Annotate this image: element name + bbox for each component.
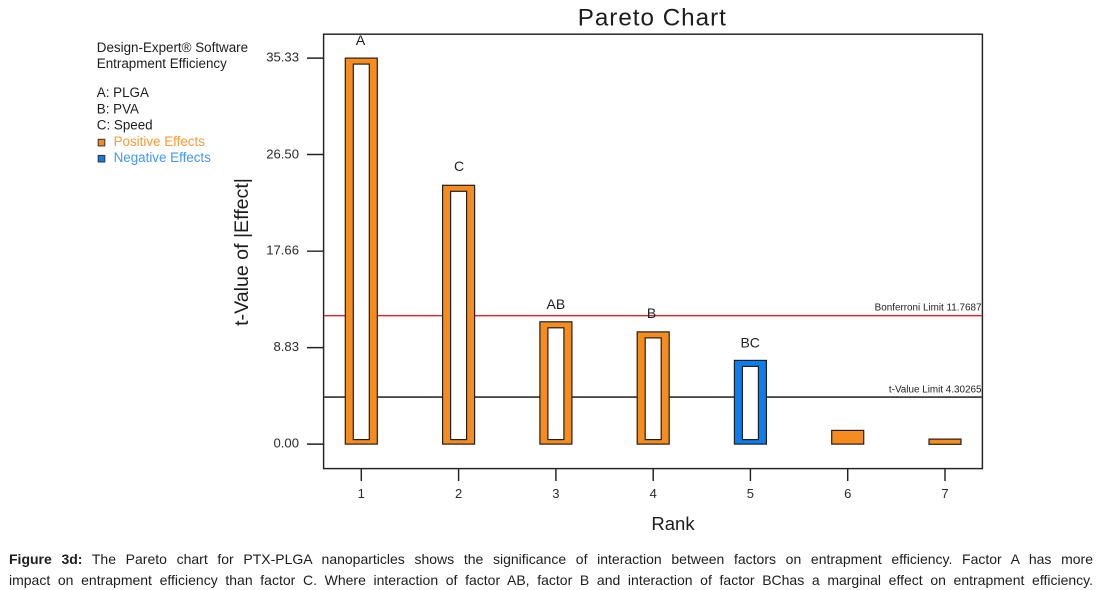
svg-text:Negative Effects: Negative Effects: [114, 150, 212, 165]
svg-text:3: 3: [552, 486, 559, 501]
svg-text:4: 4: [650, 486, 657, 501]
svg-text:6: 6: [844, 486, 851, 501]
svg-text:Rank: Rank: [651, 513, 695, 534]
svg-text:C: Speed: C: Speed: [97, 118, 153, 133]
svg-text:Design-Expert® Software: Design-Expert® Software: [97, 40, 248, 55]
svg-text:Pareto Chart: Pareto Chart: [578, 5, 727, 32]
svg-text:7: 7: [941, 486, 948, 501]
svg-text:35.33: 35.33: [266, 50, 299, 65]
svg-text:t-Value of |Effect|: t-Value of |Effect|: [231, 178, 253, 326]
svg-text:Entrapment Efficiency: Entrapment Efficiency: [97, 56, 227, 71]
svg-text:17.66: 17.66: [266, 243, 299, 258]
svg-text:A: A: [356, 32, 366, 48]
svg-text:0.00: 0.00: [274, 436, 299, 451]
svg-text:Bonferroni Limit 11.7687: Bonferroni Limit 11.7687: [875, 303, 982, 314]
svg-text:B: B: [647, 305, 656, 321]
svg-text:Positive Effects: Positive Effects: [114, 134, 206, 149]
svg-text:AB: AB: [547, 296, 566, 312]
svg-text:C: C: [454, 158, 464, 174]
svg-text:1: 1: [358, 486, 365, 501]
svg-text:5: 5: [747, 486, 754, 501]
svg-text:2: 2: [455, 486, 462, 501]
svg-text:A: PLGA: A: PLGA: [97, 85, 149, 100]
svg-text:26.50: 26.50: [266, 146, 299, 161]
svg-text:t-Value Limit 4.30265: t-Value Limit 4.30265: [889, 385, 982, 396]
svg-text:BC: BC: [740, 335, 759, 351]
svg-text:8.83: 8.83: [274, 339, 299, 354]
svg-text:B: PVA: B: PVA: [97, 101, 139, 116]
